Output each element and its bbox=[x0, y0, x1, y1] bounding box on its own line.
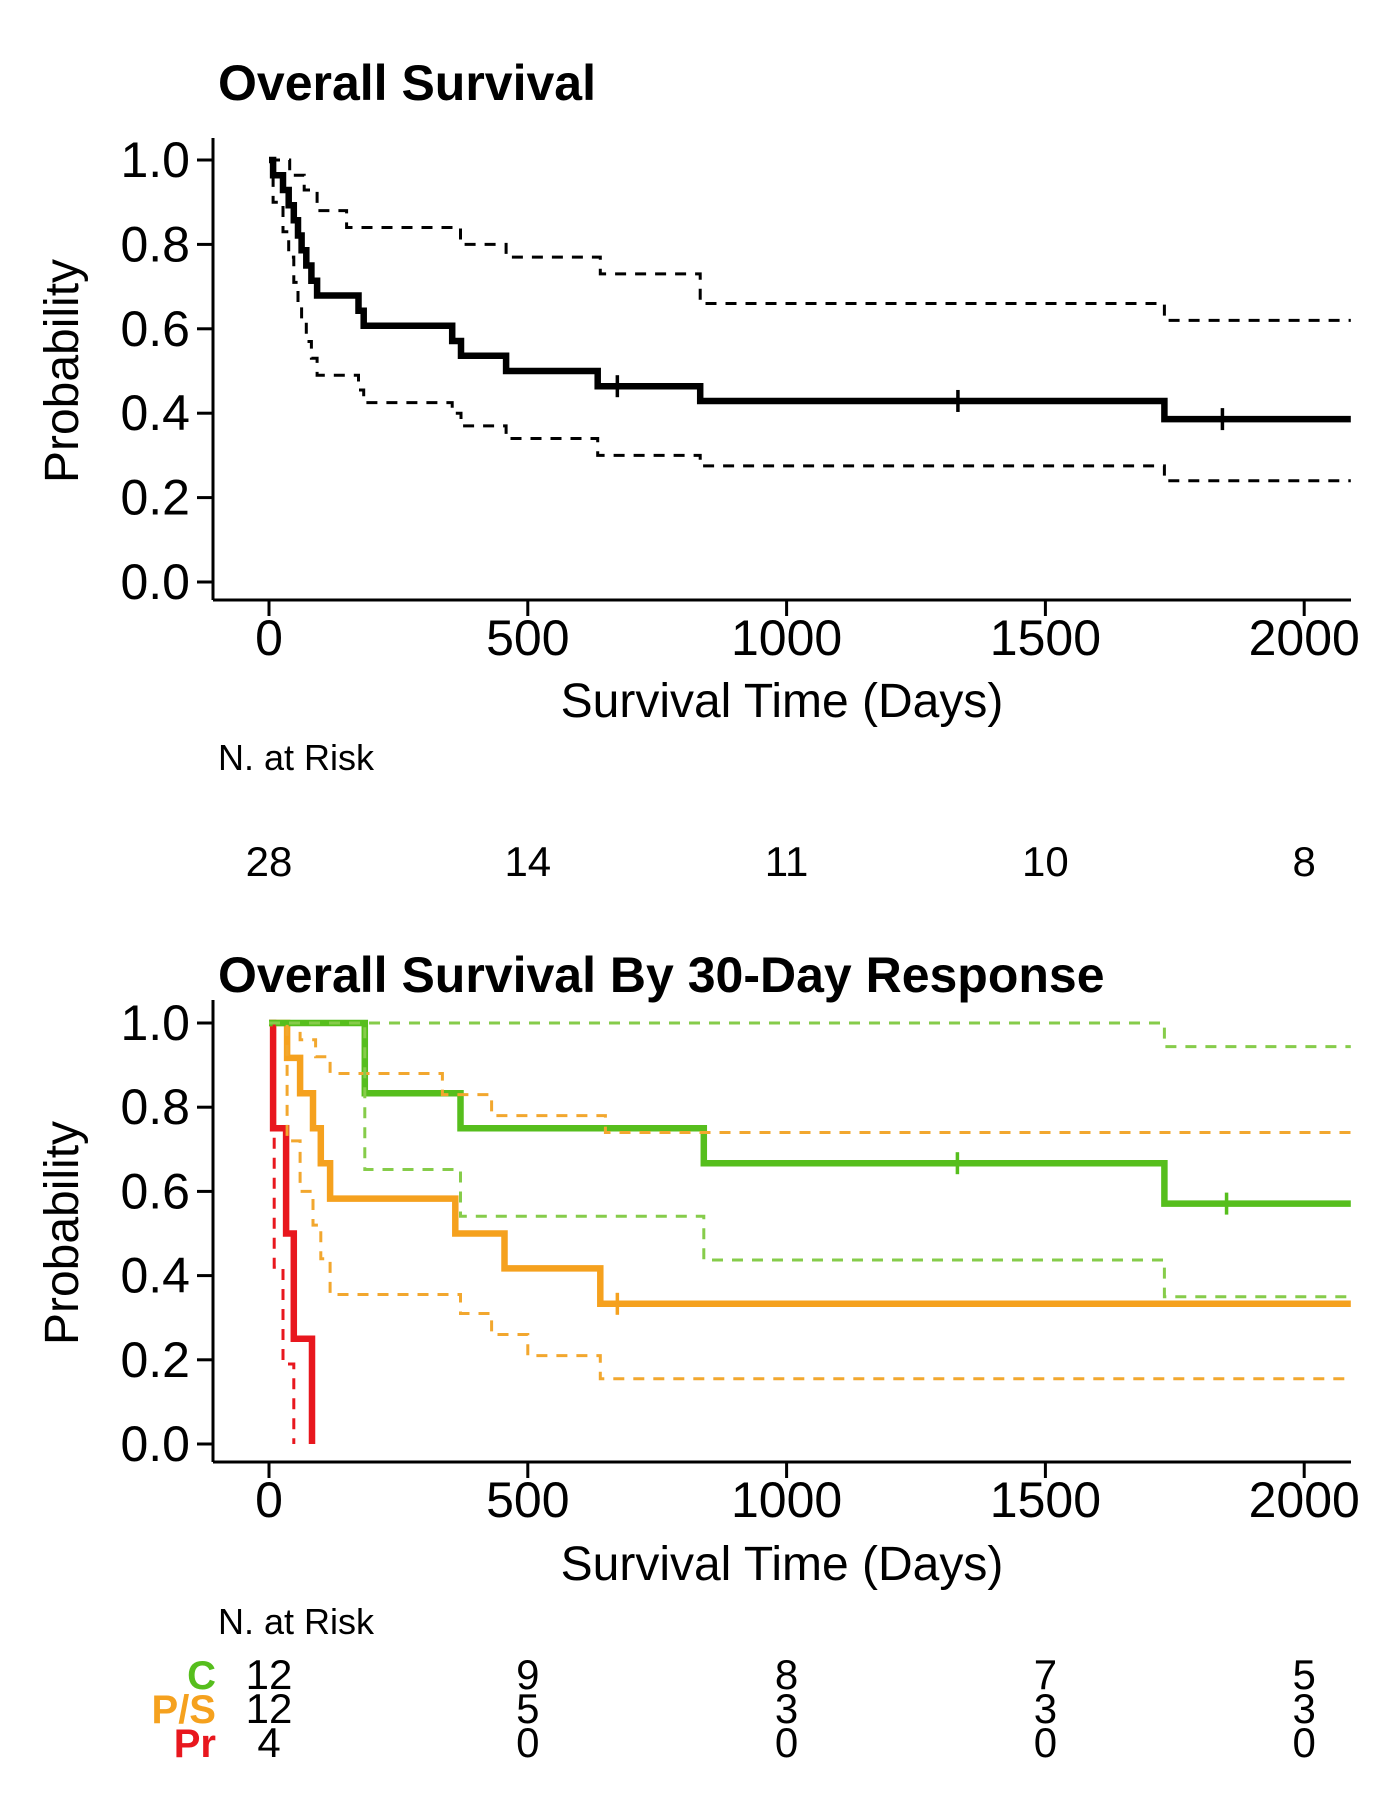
risk-row-label-Pr: Pr bbox=[174, 1722, 216, 1766]
risk-count-panel1-row2-t500: 0 bbox=[516, 1719, 539, 1766]
panel1-y-tick-label-0.0: 0.0 bbox=[120, 1416, 190, 1472]
panel1-x-tick-label-1000: 1000 bbox=[731, 1472, 842, 1528]
bottom-x-axis-label: Survival Time (Days) bbox=[561, 1538, 1004, 1591]
panel0-x-tick-label-0: 0 bbox=[255, 610, 283, 666]
top-y-axis-label: Probability bbox=[36, 259, 89, 483]
panel0-y-tick-label-1.0: 1.0 bbox=[120, 132, 190, 188]
risk-count-panel1-row1-t1500: 3 bbox=[1034, 1685, 1057, 1732]
risk-count-panel1-row2-t1500: 0 bbox=[1034, 1719, 1057, 1766]
panel1-y-tick-label-0.2: 0.2 bbox=[120, 1332, 190, 1388]
risk-count-panel1-row0-t0: 12 bbox=[246, 1651, 293, 1698]
panel0-y-tick-label-0.2: 0.2 bbox=[120, 470, 190, 526]
risk-count-panel1-row1-t0: 12 bbox=[246, 1685, 293, 1732]
panel1-y-tick-label-1.0: 1.0 bbox=[120, 995, 190, 1051]
top-risk-table-header: N. at Risk bbox=[218, 737, 375, 778]
curve-complete-c bbox=[269, 1019, 1351, 1207]
panel0-y-tick-label-0.8: 0.8 bbox=[120, 216, 190, 272]
curve-partial-stable-ci-lower bbox=[269, 1021, 1351, 1381]
risk-count-panel1-row1-t1000: 3 bbox=[775, 1685, 798, 1732]
risk-count-panel1-row1-t500: 5 bbox=[516, 1685, 539, 1732]
panel0-y-tick-label-0.6: 0.6 bbox=[120, 301, 190, 357]
top-x-axis-label: Survival Time (Days) bbox=[561, 675, 1004, 728]
panel1-x-tick-label-2000: 2000 bbox=[1249, 1472, 1360, 1528]
panel0-x-tick-label-2000: 2000 bbox=[1249, 610, 1360, 666]
top-panel-title: Overall Survival bbox=[218, 55, 596, 111]
risk-count-panel1-row2-t2000: 0 bbox=[1293, 1719, 1316, 1766]
panel0-x-tick-label-500: 500 bbox=[486, 610, 569, 666]
panel0-y-tick-label-0.0: 0.0 bbox=[120, 554, 190, 610]
risk-count-panel0-row0-t1500: 10 bbox=[1022, 838, 1069, 885]
curve-overall-survival-ci-lower bbox=[269, 158, 1351, 483]
risk-count-panel0-row0-t1000: 11 bbox=[765, 838, 809, 885]
bottom-risk-table-header: N. at Risk bbox=[218, 1601, 375, 1642]
panel1-y-tick-label-0.4: 0.4 bbox=[120, 1248, 190, 1304]
curve-complete-ci-lower bbox=[269, 1021, 1351, 1299]
risk-count-panel1-row2-t1000: 0 bbox=[775, 1719, 798, 1766]
panel1-axes bbox=[211, 1000, 1351, 1464]
curve-partial-stable-ci-upper bbox=[269, 1021, 1351, 1134]
risk-count-panel1-row2-t0: 4 bbox=[257, 1719, 280, 1766]
panel0-x-tick-label-1000: 1000 bbox=[731, 610, 842, 666]
risk-count-panel0-row0-t0: 28 bbox=[246, 838, 293, 885]
panel1-y-tick-label-0.6: 0.6 bbox=[120, 1163, 190, 1219]
curve-complete-ci-upper bbox=[269, 1021, 1351, 1049]
panel1-x-tick-label-500: 500 bbox=[486, 1472, 569, 1528]
curve-overall-survival bbox=[269, 156, 1351, 423]
risk-row-label-P/S: P/S bbox=[152, 1688, 216, 1732]
curve-partial-stable-ps bbox=[269, 1019, 1351, 1308]
risk-count-panel1-row0-t1500: 7 bbox=[1034, 1651, 1057, 1698]
risk-count-panel1-row1-t2000: 3 bbox=[1293, 1685, 1316, 1732]
bottom-y-axis-label: Probability bbox=[36, 1121, 89, 1345]
risk-count-panel0-row0-t2000: 8 bbox=[1293, 838, 1316, 885]
risk-count-panel1-row0-t2000: 5 bbox=[1293, 1651, 1316, 1698]
panel0-y-tick-label-0.4: 0.4 bbox=[120, 385, 190, 441]
risk-count-panel0-row0-t500: 14 bbox=[504, 838, 551, 885]
panel0-axes bbox=[211, 138, 1351, 602]
risk-count-panel1-row0-t1000: 8 bbox=[775, 1651, 798, 1698]
bottom-panel-title: Overall Survival By 30-Day Response bbox=[218, 947, 1105, 1003]
panel1-x-tick-label-1500: 1500 bbox=[990, 1472, 1101, 1528]
panel1-x-tick-label-0: 0 bbox=[255, 1472, 283, 1528]
panel0-x-tick-label-1500: 1500 bbox=[990, 610, 1101, 666]
risk-row-label-C: C bbox=[187, 1654, 216, 1698]
curve-overall-survival-ci-upper bbox=[269, 158, 1351, 322]
risk-count-panel1-row0-t500: 9 bbox=[516, 1651, 539, 1698]
panel1-y-tick-label-0.8: 0.8 bbox=[120, 1079, 190, 1135]
